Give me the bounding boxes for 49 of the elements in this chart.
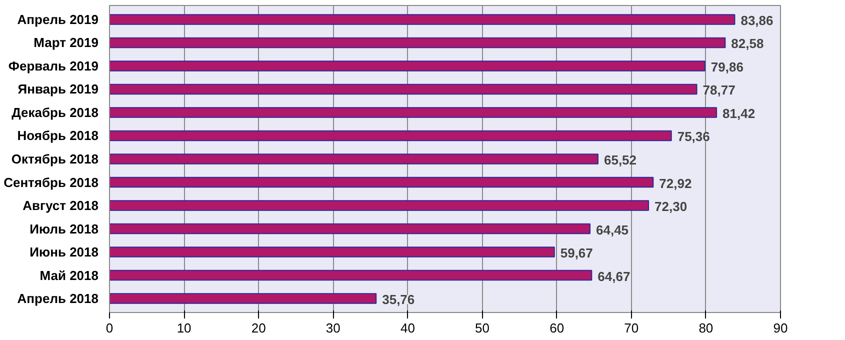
x-tick-label: 0: [106, 320, 114, 336]
data-label: 79,86: [710, 59, 744, 74]
data-label: 64,45: [596, 222, 629, 238]
data-label: 81,42: [722, 106, 756, 121]
data-label: 64,67: [598, 268, 630, 284]
x-tick-label: 40: [400, 320, 415, 336]
y-tick-label: Август 2018: [22, 198, 99, 214]
x-tick-label: 20: [251, 320, 266, 336]
x-tick-label: 30: [326, 320, 340, 336]
bar: [110, 293, 377, 304]
y-tick-label: Декабрь 2018: [12, 104, 99, 120]
bar: [110, 84, 698, 95]
y-tick-label: Июль 2018: [30, 221, 98, 236]
data-label: 72,92: [659, 176, 692, 191]
data-label: 59,67: [560, 246, 593, 261]
y-tick-label: Сентябрь 2018: [4, 174, 99, 190]
bar: [110, 130, 672, 142]
y-tick-label: Апрель 2018: [17, 291, 99, 306]
x-tick-label: 10: [176, 320, 192, 336]
data-label: 35,76: [382, 292, 415, 308]
bar: [110, 270, 592, 281]
x-tick-label: 80: [698, 320, 714, 336]
bar: [110, 200, 650, 211]
y-tick-label: Октябрь 2018: [11, 152, 99, 166]
data-label: 83,86: [740, 12, 774, 28]
data-label: 65,52: [604, 152, 637, 168]
y-tick-label: Июнь 2018: [30, 244, 99, 260]
data-label: 82,58: [731, 36, 764, 52]
data-label: 72,30: [654, 199, 688, 214]
x-tick-label: 50: [475, 320, 490, 336]
y-tick-label: Март 2019: [34, 35, 99, 50]
y-tick-label: Май 2018: [40, 268, 99, 283]
data-label: 78,77: [702, 82, 736, 98]
y-tick-label: Ферваль 2019: [8, 58, 99, 74]
bar: [110, 154, 598, 164]
x-tick-label: 90: [773, 320, 788, 336]
y-tick-label: Январь 2019: [18, 82, 99, 97]
y-tick-label: Апрель 2019: [17, 12, 99, 27]
x-tick-label: 70: [624, 320, 639, 336]
bar: [110, 14, 736, 25]
data-label: 75,36: [677, 129, 710, 144]
bar: [110, 107, 718, 118]
bar: [110, 60, 706, 72]
bar: [110, 37, 726, 48]
bar: [110, 246, 555, 258]
bar: [110, 223, 591, 234]
y-tick-label: Ноябрь 2018: [17, 128, 99, 144]
x-tick-label: 60: [550, 320, 564, 336]
bar: [110, 176, 654, 188]
